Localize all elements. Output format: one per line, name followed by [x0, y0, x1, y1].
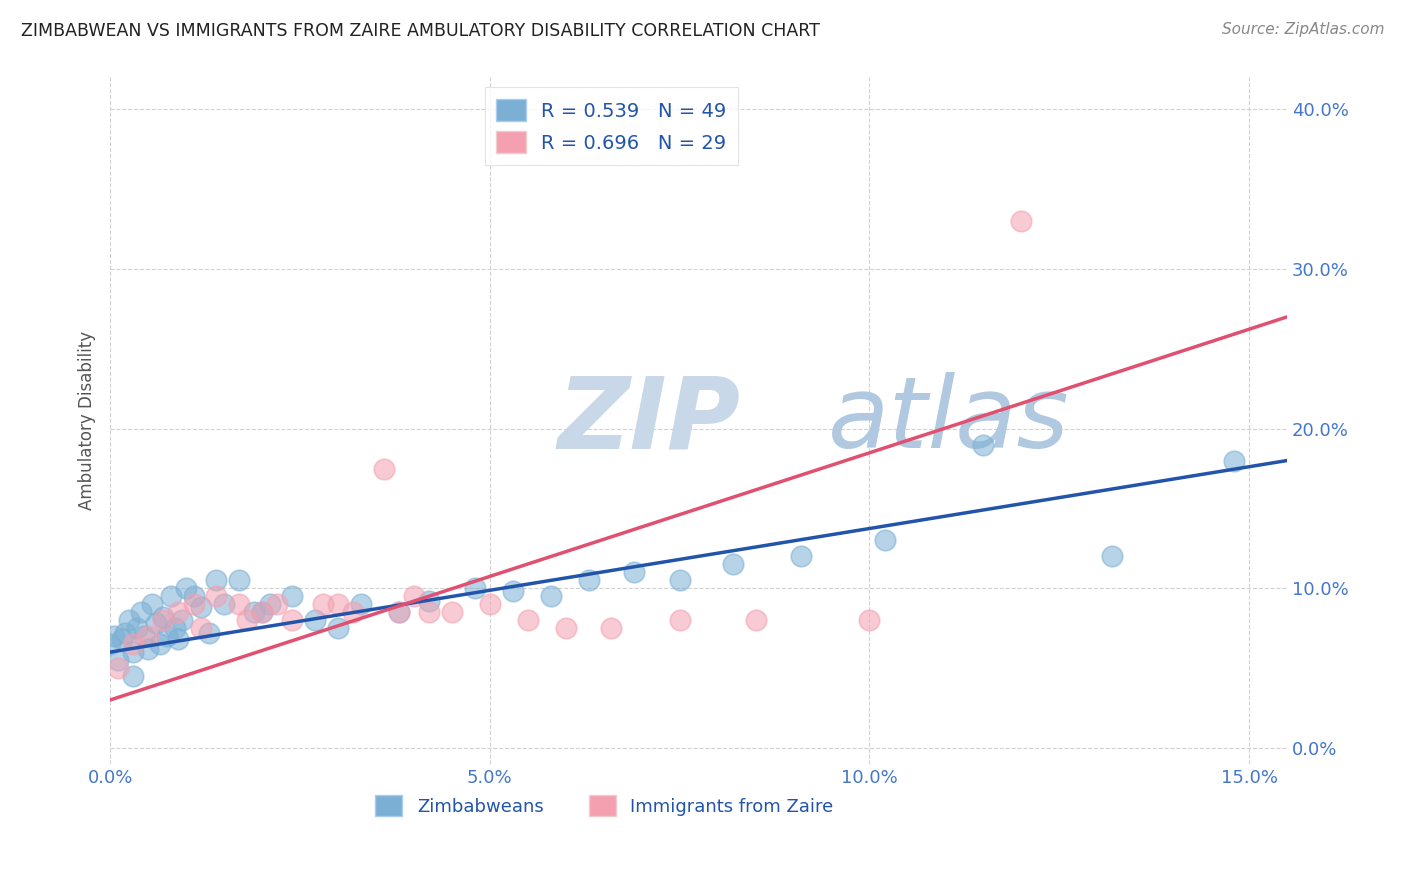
Point — [152, 613, 174, 627]
Point — [1223, 453, 1246, 467]
Point — [228, 574, 250, 588]
Text: Source: ZipAtlas.com: Source: ZipAtlas.com — [1222, 22, 1385, 37]
Point — [790, 549, 813, 564]
Point — [1010, 214, 1032, 228]
Point — [122, 637, 145, 651]
Point — [156, 629, 179, 643]
Point — [163, 621, 186, 635]
Point — [402, 589, 425, 603]
Point — [107, 661, 129, 675]
Point — [350, 597, 373, 611]
Point — [259, 597, 281, 611]
Point — [464, 581, 486, 595]
Point — [502, 584, 524, 599]
Point — [668, 574, 690, 588]
Point — [478, 597, 501, 611]
Point — [205, 589, 228, 603]
Point — [152, 610, 174, 624]
Point — [212, 597, 235, 611]
Point — [721, 558, 744, 572]
Point — [418, 605, 440, 619]
Point — [174, 581, 197, 595]
Point — [388, 605, 411, 619]
Point — [236, 613, 259, 627]
Point — [183, 597, 205, 611]
Point — [304, 613, 326, 627]
Point — [205, 574, 228, 588]
Point — [148, 637, 170, 651]
Point — [122, 669, 145, 683]
Point — [190, 621, 212, 635]
Point — [418, 594, 440, 608]
Point — [129, 605, 152, 619]
Point — [228, 597, 250, 611]
Point — [243, 605, 266, 619]
Point — [122, 645, 145, 659]
Point — [858, 613, 880, 627]
Text: atlas: atlas — [828, 372, 1070, 469]
Legend: Zimbabweans, Immigrants from Zaire: Zimbabweans, Immigrants from Zaire — [368, 789, 841, 823]
Point — [250, 605, 273, 619]
Point — [388, 605, 411, 619]
Point — [326, 597, 349, 611]
Point — [160, 589, 183, 603]
Point — [198, 626, 221, 640]
Point — [183, 589, 205, 603]
Point — [98, 637, 121, 651]
Point — [167, 605, 190, 619]
Point — [136, 629, 159, 643]
Point — [114, 626, 136, 640]
Point — [342, 605, 364, 619]
Point — [312, 597, 335, 611]
Point — [744, 613, 766, 627]
Text: ZIP: ZIP — [557, 372, 741, 469]
Point — [540, 589, 562, 603]
Point — [326, 621, 349, 635]
Point — [110, 632, 132, 647]
Point — [172, 613, 194, 627]
Point — [600, 621, 623, 635]
Point — [107, 653, 129, 667]
Point — [373, 461, 395, 475]
Point — [873, 533, 896, 548]
Point — [668, 613, 690, 627]
Point — [190, 600, 212, 615]
Point — [972, 437, 994, 451]
Point — [266, 597, 288, 611]
Point — [554, 621, 576, 635]
Point — [281, 589, 304, 603]
Point — [516, 613, 538, 627]
Point — [281, 613, 304, 627]
Point — [1101, 549, 1123, 564]
Point — [578, 574, 600, 588]
Point — [136, 641, 159, 656]
Point — [118, 613, 141, 627]
Y-axis label: Ambulatory Disability: Ambulatory Disability — [79, 331, 96, 510]
Point — [440, 605, 463, 619]
Text: ZIMBABWEAN VS IMMIGRANTS FROM ZAIRE AMBULATORY DISABILITY CORRELATION CHART: ZIMBABWEAN VS IMMIGRANTS FROM ZAIRE AMBU… — [21, 22, 820, 40]
Point — [250, 605, 273, 619]
Point — [134, 629, 156, 643]
Point — [103, 629, 125, 643]
Point — [145, 616, 167, 631]
Point — [141, 597, 163, 611]
Point — [623, 566, 645, 580]
Point — [125, 621, 148, 635]
Point — [167, 632, 190, 647]
